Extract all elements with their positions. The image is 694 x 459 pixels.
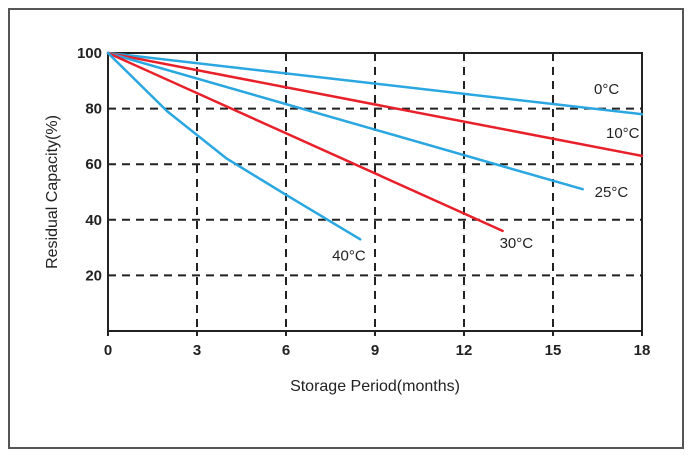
y-tick-label: 20 [85,267,102,284]
series-line-3 [106,51,504,233]
y-tick-label: 40 [85,212,102,229]
y-tick-label: 80 [85,101,102,118]
x-tick-label: 12 [456,342,473,359]
chart-svg: 0 3 6 9 12 15 18 20 40 60 80 100 Storage Period(mont… [44,45,651,395]
series-label-4: 40°C [332,247,366,264]
series-label-3: 30°C [500,235,534,252]
series-label-1: 10°C [606,125,640,142]
series-line-4 [106,51,362,241]
y-axis-label: Residual Capacity(%) [44,115,61,269]
x-tick-label: 9 [371,342,379,359]
series-line-2 [106,51,584,191]
series-label-0: 0°C [594,81,619,98]
x-tick-label: 18 [634,342,651,359]
x-tick-label: 3 [193,342,201,359]
x-axis-label: Storage Period(months) [290,378,460,395]
x-tick-label: 0 [104,342,112,359]
plot-area-border [107,52,643,332]
series-line-0 [106,51,644,116]
y-tick-label: 100 [77,45,102,62]
series-label-2: 25°C [595,184,629,201]
series-line-1 [106,51,644,158]
x-tick-label: 15 [545,342,562,359]
x-tick-label: 6 [282,342,290,359]
chart-frame: 0 3 6 9 12 15 18 20 40 60 80 100 Storage Period(mont… [8,8,684,449]
y-tick-label: 60 [85,156,102,173]
